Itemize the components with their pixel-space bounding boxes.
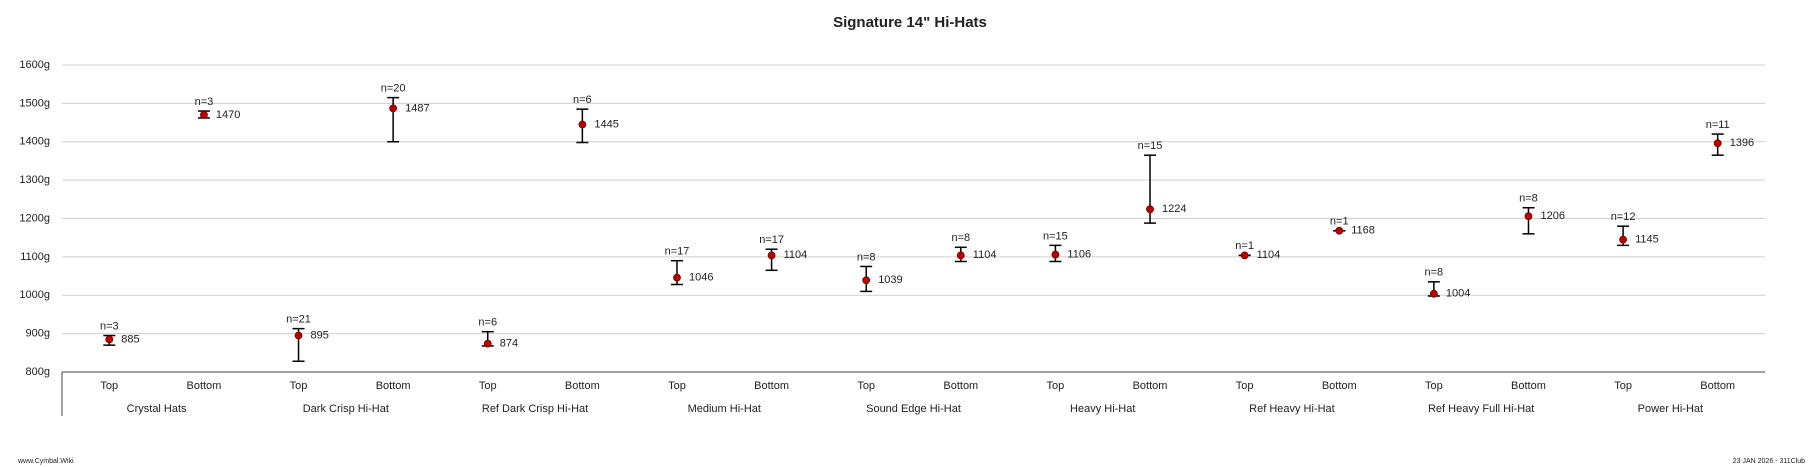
n-label: n=12: [1611, 211, 1636, 223]
point: [1429, 289, 1438, 298]
group-label: Sound Edge Hi-Hat: [866, 403, 961, 415]
point: [105, 335, 114, 344]
y-tick-label: 900g: [26, 328, 50, 340]
x-tick-label: Top: [290, 380, 308, 392]
n-label: n=8: [1425, 267, 1444, 279]
x-tick-label: Bottom: [943, 380, 978, 392]
point: [1524, 212, 1533, 221]
value-label: 1104: [973, 249, 997, 261]
group-label: Ref Heavy Hi-Hat: [1249, 403, 1335, 415]
n-label: n=1: [1330, 216, 1349, 228]
group-label: Dark Crisp Hi-Hat: [303, 403, 389, 415]
value-label: 1106: [1067, 248, 1091, 260]
value-label: 1224: [1162, 203, 1186, 215]
x-tick-label: Bottom: [186, 380, 221, 392]
x-tick-label: Top: [479, 380, 497, 392]
point: [483, 339, 492, 348]
x-tick-label: Top: [1614, 380, 1632, 392]
x-tick-label: Top: [1425, 380, 1443, 392]
point: [1335, 226, 1344, 235]
footer-right: 23 JAN 2026 - 311Club: [1733, 458, 1805, 465]
n-label: n=6: [478, 317, 497, 329]
value-label: 1396: [1730, 137, 1754, 149]
x-tick-label: Bottom: [1511, 380, 1546, 392]
group-label: Power Hi-Hat: [1638, 403, 1703, 415]
n-label: n=20: [381, 83, 406, 95]
point: [389, 104, 398, 113]
point: [1146, 205, 1154, 214]
y-tick-label: 1100g: [20, 251, 50, 263]
x-tick-label: Top: [1236, 380, 1254, 392]
point: [1240, 251, 1249, 260]
point: [673, 273, 681, 282]
n-label: n=21: [286, 314, 311, 326]
value-label: 1487: [405, 102, 429, 114]
y-tick-label: 800g: [26, 366, 50, 378]
value-label: 1104: [784, 249, 808, 261]
value-label: 1039: [878, 274, 902, 286]
n-label: n=1: [1235, 240, 1254, 252]
n-label: n=3: [195, 96, 214, 108]
n-label: n=15: [1043, 230, 1068, 242]
group-label: Ref Dark Crisp Hi-Hat: [482, 403, 588, 415]
n-label: n=3: [100, 320, 119, 332]
x-tick-label: Top: [1047, 380, 1065, 392]
x-tick-label: Top: [668, 380, 686, 392]
x-tick-label: Bottom: [1700, 380, 1735, 392]
y-tick-label: 1200g: [19, 212, 50, 224]
x-tick-label: Bottom: [565, 380, 600, 392]
point: [767, 251, 776, 260]
n-label: n=17: [665, 246, 690, 258]
group-label: Ref Heavy Full Hi-Hat: [1428, 403, 1534, 415]
value-label: 1046: [689, 272, 713, 284]
point: [294, 331, 303, 340]
x-tick-label: Bottom: [376, 380, 411, 392]
point: [200, 110, 208, 119]
point: [956, 251, 965, 260]
x-tick-label: Bottom: [1133, 380, 1168, 392]
value-label: 1470: [216, 109, 240, 121]
value-label: 1145: [1635, 234, 1659, 246]
value-label: 874: [500, 338, 518, 350]
value-label: 1104: [1257, 249, 1281, 261]
x-tick-label: Top: [857, 380, 875, 392]
chart-title: Signature 14" Hi-Hats: [833, 14, 987, 31]
n-label: n=8: [951, 232, 970, 244]
x-tick-label: Top: [100, 380, 118, 392]
footer-left: www.Cymbal.Wiki: [17, 458, 74, 465]
y-tick-label: 1000g: [19, 289, 50, 301]
y-tick-label: 1600g: [19, 59, 50, 71]
group-label: Crystal Hats: [127, 403, 187, 415]
point: [578, 120, 587, 129]
n-label: n=17: [759, 234, 784, 246]
value-label: 1168: [1351, 225, 1375, 237]
n-label: n=8: [1519, 193, 1538, 205]
point: [1713, 139, 1722, 148]
value-label: 1004: [1446, 288, 1470, 300]
value-label: 885: [121, 333, 139, 345]
n-label: n=6: [573, 94, 592, 106]
n-label: n=15: [1138, 140, 1163, 152]
x-tick-label: Bottom: [1322, 380, 1357, 392]
group-label: Heavy Hi-Hat: [1070, 403, 1135, 415]
point: [1051, 250, 1060, 259]
n-label: n=8: [857, 251, 876, 263]
value-label: 895: [311, 329, 329, 341]
value-label: 1206: [1540, 210, 1564, 222]
y-tick-label: 1400g: [19, 136, 50, 148]
y-tick-label: 1300g: [19, 174, 50, 186]
y-tick-label: 1500g: [19, 97, 50, 109]
group-label: Medium Hi-Hat: [688, 403, 761, 415]
n-label: n=11: [1706, 119, 1730, 131]
point: [862, 276, 871, 285]
point: [1619, 235, 1627, 244]
value-label: 1445: [594, 118, 618, 130]
x-tick-label: Bottom: [754, 380, 789, 392]
